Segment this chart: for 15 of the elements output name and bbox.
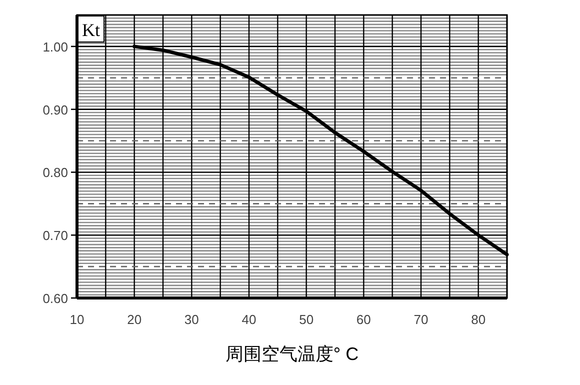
y-tick-label: 0.90 [42, 102, 68, 118]
x-tick-label: 60 [356, 312, 371, 327]
x-tick-label: 70 [414, 312, 428, 327]
x-tick-label: 20 [127, 312, 142, 327]
x-tick-label: 50 [299, 312, 314, 327]
x-tick-label: 10 [70, 312, 84, 327]
y-tick-label: 1.00 [42, 39, 68, 54]
x-tick-label: 40 [242, 312, 256, 327]
y-tick-label: 0.70 [42, 228, 68, 244]
x-tick-label: 80 [471, 312, 486, 327]
x-axis-title: 周围空气温度° C [225, 344, 359, 364]
y-axis-title: Kt [82, 20, 100, 40]
y-tick-label: 0.80 [42, 165, 68, 180]
x-tick-label: 30 [184, 312, 199, 327]
y-tick-label: 0.60 [42, 291, 68, 306]
